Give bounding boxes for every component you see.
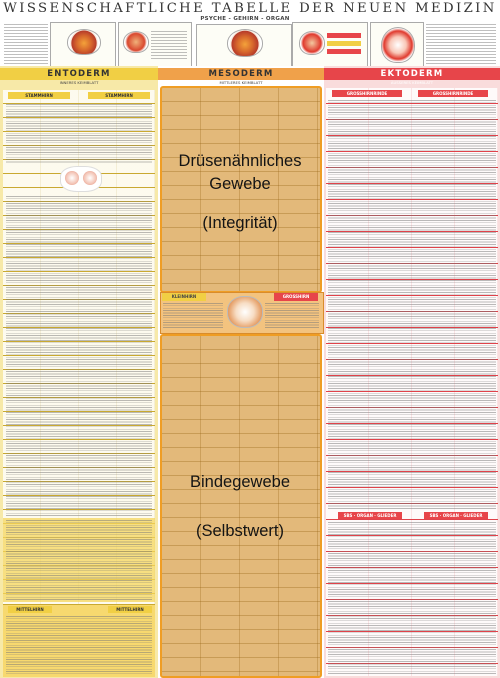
mesoderm-upper-highlight: [160, 86, 322, 293]
header-diagram-panel: [292, 22, 368, 68]
header-text-block: [4, 24, 48, 64]
lower-caption-line2: (Selbstwert): [195, 522, 285, 540]
header-diagram-panel: [370, 22, 424, 68]
header-diagram-panel: [118, 22, 192, 68]
entoderm-footer-label: MITTELHIRN: [108, 606, 152, 613]
diagram-text: [151, 31, 187, 61]
brain-illustration: [67, 29, 101, 55]
entoderm-brain-illustration: [60, 166, 102, 192]
middle-band-text: [265, 303, 319, 329]
entoderm-section-label: STAMMHIRN: [8, 92, 70, 99]
color-bar: [327, 33, 361, 38]
entoderm-footer-label: MITTELHIRN: [8, 606, 52, 613]
header-diagram-panel: [50, 22, 116, 68]
upper-caption-line2: Gewebe: [209, 175, 271, 193]
brain-illustration: [123, 31, 149, 53]
header-diagram-panel: [196, 24, 292, 68]
color-bar: [327, 41, 361, 46]
ektoderm-text: [328, 522, 496, 674]
cerebellum-illustration: [227, 296, 263, 328]
upper-caption-line3: (Integrität): [202, 214, 278, 232]
entoderm-text: [6, 520, 152, 600]
brain-illustration: [299, 31, 325, 55]
brain-illustration: [381, 27, 415, 63]
lower-caption-line1: Bindegewebe: [190, 473, 290, 491]
middle-band-text: [163, 303, 223, 329]
upper-caption-line1: Drüsenähnliches: [178, 152, 302, 170]
poster-subtitle: PSYCHE - GEHIRN - ORGAN: [200, 16, 290, 22]
entoderm-text: [6, 616, 152, 674]
poster-title: WISSENSCHAFTLICHE TABELLE DER NEUEN MEDI…: [3, 1, 497, 16]
middle-band-right-label: GROSSHIRN: [274, 293, 318, 301]
entoderm-section-label: STAMMHIRN: [88, 92, 150, 99]
entoderm-subheader: INNERES KEIMBLATT: [59, 80, 99, 85]
entoderm-text: [6, 104, 152, 164]
ektoderm-section-label: GROSSHIRNRINDE: [332, 90, 402, 97]
color-bar: [327, 49, 361, 54]
mesoderm-header: MESODERM: [158, 68, 324, 80]
entoderm-text: [6, 196, 152, 516]
middle-band-left-label: KLEINHIRN: [162, 293, 206, 301]
ektoderm-section-label: GROSSHIRNRINDE: [418, 90, 488, 97]
brain-icon: [65, 171, 79, 185]
ektoderm-footer-label: SBS · ORGAN · GLIEDER: [338, 512, 402, 519]
mesoderm-subheader: MITTLERES KEIMBLATT: [219, 80, 263, 85]
ektoderm-header: EKTODERM: [324, 68, 500, 80]
brain-icon: [83, 171, 97, 185]
ektoderm-text: [328, 100, 496, 510]
entoderm-header: ENTODERM: [0, 68, 158, 80]
ektoderm-footer-label: SBS · ORGAN · GLIEDER: [424, 512, 488, 519]
header-text-block: [426, 24, 496, 64]
brain-illustration: [227, 29, 263, 57]
mesoderm-lower-highlight: [160, 334, 322, 678]
ektoderm-subheader: ÄUSSERES KEIMBLATT: [390, 80, 434, 85]
